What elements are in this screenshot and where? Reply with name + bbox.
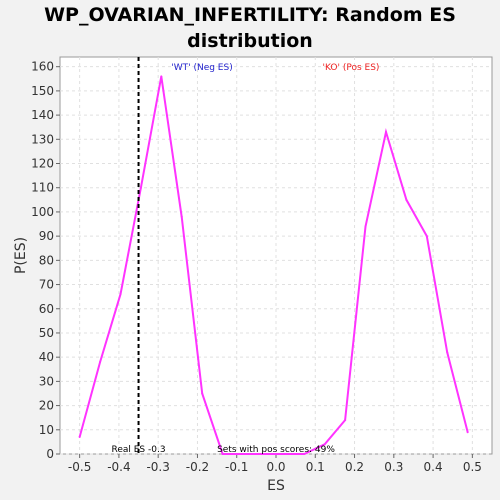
neg-es-label: 'WT' (Neg ES) <box>171 63 232 73</box>
y-tick-label: 60 <box>39 302 54 316</box>
data-point <box>384 131 387 134</box>
sets-pos-label: Sets with pos scores: 49% <box>217 445 335 455</box>
chart-title: WP_OVARIAN_INFERTILITY: Random ES distri… <box>44 4 456 52</box>
data-point <box>119 293 122 296</box>
data-point <box>344 419 347 422</box>
y-tick-label: 10 <box>39 423 54 437</box>
y-tick-label: 90 <box>39 229 54 243</box>
y-tick-label: 50 <box>39 326 54 340</box>
real-es-label: Real ES -0.3 <box>111 445 165 455</box>
y-tick-label: 80 <box>39 253 54 267</box>
data-point <box>364 225 367 228</box>
x-tick-label: -0.1 <box>225 460 248 474</box>
data-point <box>303 453 306 455</box>
y-tick-label: 0 <box>46 447 54 461</box>
data-point <box>78 436 81 439</box>
y-tick-label: 120 <box>31 157 54 171</box>
x-axis-ticks: -0.5 -0.4 -0.3 -0.2 -0.1 0.0 0.1 0.2 0.3 0.4 0.5 <box>68 454 482 474</box>
data-point <box>99 361 102 364</box>
x-tick-label: -0.3 <box>146 460 169 474</box>
data-point <box>323 443 326 446</box>
y-tick-label: 40 <box>39 350 54 364</box>
data-point <box>405 198 408 201</box>
pos-es-label: 'KO' (Pos ES) <box>323 63 380 73</box>
data-point <box>180 215 183 218</box>
x-tick-label: 0.5 <box>463 460 482 474</box>
data-point <box>201 392 204 395</box>
data-point <box>139 186 142 189</box>
y-tick-label: 30 <box>39 374 54 388</box>
y-tick-label: 110 <box>31 181 54 195</box>
data-point <box>446 351 449 354</box>
data-point <box>282 453 285 455</box>
x-tick-label: 0.0 <box>266 460 285 474</box>
x-axis-label: ES <box>267 478 285 494</box>
data-point <box>221 453 224 455</box>
x-tick-label: -0.4 <box>107 460 130 474</box>
data-point <box>466 431 469 434</box>
x-tick-label: 0.1 <box>306 460 325 474</box>
x-tick-label: 0.3 <box>384 460 403 474</box>
y-tick-label: 160 <box>31 60 54 74</box>
x-tick-label: 0.2 <box>345 460 364 474</box>
series-group <box>78 75 469 455</box>
y-tick-label: 20 <box>39 399 54 413</box>
y-tick-label: 70 <box>39 278 54 292</box>
es-distribution-line <box>78 76 469 455</box>
x-tick-label: 0.4 <box>424 460 443 474</box>
y-axis-ticks: 0 10 20 30 40 50 60 70 80 90 100 110 120 130 140 150 160 <box>31 60 60 461</box>
y-tick-label: 100 <box>31 205 54 219</box>
y-tick-label: 130 <box>31 132 54 146</box>
grid-lines <box>60 57 492 455</box>
y-axis-label: P(ES) <box>13 237 29 274</box>
data-point <box>425 235 428 238</box>
x-tick-label: -0.5 <box>68 460 91 474</box>
x-tick-label: -0.2 <box>186 460 209 474</box>
data-point <box>160 75 163 78</box>
y-tick-label: 150 <box>31 84 54 98</box>
y-tick-label: 140 <box>31 108 54 122</box>
data-point <box>242 453 245 455</box>
data-point <box>262 453 265 455</box>
